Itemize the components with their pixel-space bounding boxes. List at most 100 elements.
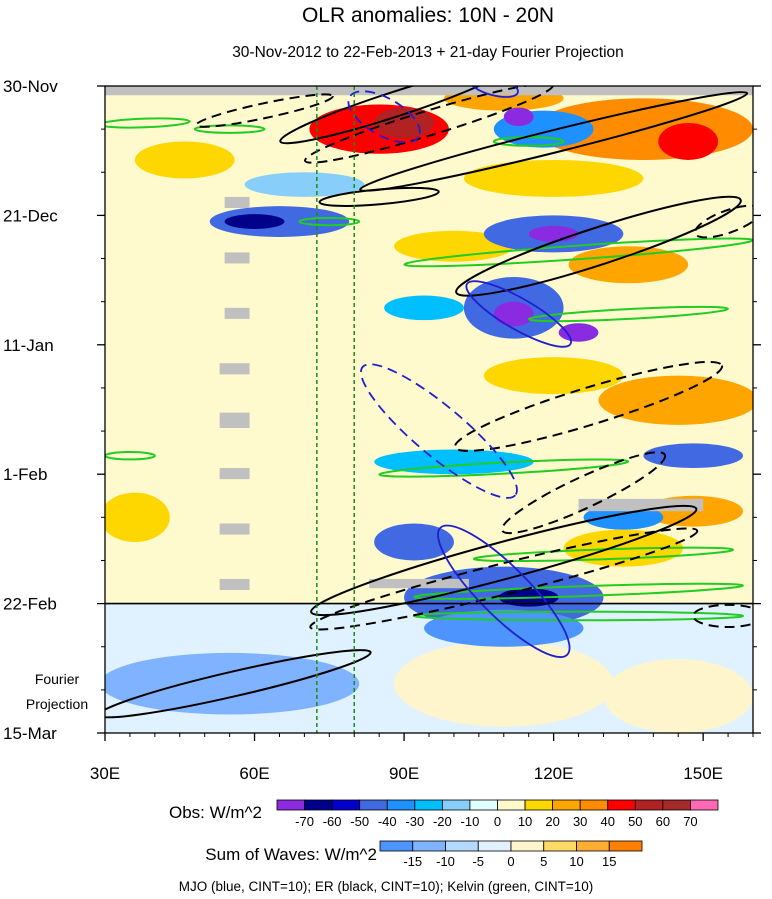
mjo-contour-3: [360, 363, 518, 499]
obs-anomaly-patch-6: [134, 141, 235, 179]
er-contour-10: [105, 649, 372, 719]
obs-anomaly-patch-34: [424, 609, 584, 647]
obs-colorbar-level-label-3: -40: [378, 814, 397, 829]
kelvin-contour-3: [298, 216, 361, 227]
mjo-contour-0: [347, 90, 421, 144]
obs-colorbar-box-5: [414, 799, 443, 811]
er-contour-2: [195, 93, 334, 128]
obs-colorbar-level-label-12: 50: [628, 814, 642, 829]
er-contour-3: [359, 91, 749, 192]
waves-colorbar-box-2: [445, 840, 479, 852]
obs-colorbar-label: Obs: W/m^2: [169, 803, 262, 822]
waves-colorbar-level-label-4: 5: [540, 854, 547, 869]
obs-colorbar-box-1: [304, 799, 333, 811]
obs-colorbar-level-label-9: 20: [545, 814, 559, 829]
missing-data-block-7: [219, 523, 250, 535]
er-contour-6: [453, 360, 724, 452]
obs-colorbar-box-3: [359, 799, 388, 811]
obs-anomaly-patch-18: [244, 172, 365, 197]
obs-colorbar-box-12: [607, 799, 636, 811]
missing-data-block-2: [224, 252, 250, 264]
x-tick-label-3: 120E: [534, 764, 574, 783]
obs-anomaly-patch-24: [493, 301, 534, 327]
y-tick-label-1: 21-Dec: [3, 206, 58, 225]
obs-colorbar-box-14: [662, 799, 691, 811]
obs-colorbar-box-8: [497, 799, 526, 811]
obs-colorbar-box-9: [524, 799, 554, 811]
chart-title: OLR anomalies: 10N - 20N: [302, 4, 554, 27]
obs-colorbar-level-label-2: -50: [350, 814, 369, 829]
obs-anomaly-patch-22: [528, 225, 579, 242]
kelvin-contour-1: [193, 124, 266, 134]
obs-colorbar: -70 -60 -50 -40 -30 -20 -10 0 10 20 30 40 50 60 70: [276, 799, 719, 829]
er-contour-4: [318, 186, 440, 207]
obs-anomaly-patch-5: [463, 159, 644, 197]
waves-colorbar-box-4: [510, 840, 545, 852]
obs-colorbar-box-6: [441, 799, 471, 811]
y-tick-label-5: 15-Mar: [3, 724, 57, 743]
waves-colorbar-box-3: [477, 840, 512, 852]
kelvin-contour-6: [105, 451, 156, 461]
obs-colorbar-box-0: [276, 799, 305, 811]
obs-anomaly-patch-15: [603, 659, 753, 733]
er-contour-12: [692, 603, 753, 629]
missing-data-block-5: [219, 412, 250, 428]
obs-anomaly-patch-9: [598, 375, 753, 425]
er-contour-1: [304, 86, 554, 164]
projection-label-line2: Projection: [26, 696, 88, 712]
projection-label-line1: Fourier: [35, 671, 80, 687]
er-contour-8: [310, 504, 698, 617]
x-axis: 30E 60E 90E 120E 150E: [90, 733, 754, 783]
er-contour-7: [500, 451, 667, 535]
er-contour-9: [309, 527, 699, 631]
y-tick-label-2: 11-Jan: [3, 336, 54, 355]
obs-anomaly-patch-11: [105, 492, 170, 542]
obs-anomaly-patch-17: [503, 107, 534, 127]
obs-anomaly-patch-20: [224, 214, 285, 229]
plot-area: [105, 86, 753, 733]
missing-data-block-4: [219, 363, 250, 375]
kelvin-contour-8: [472, 546, 734, 562]
obs-colorbar-box-15: [690, 799, 719, 811]
contour-legend-note: MJO (blue, CINT=10); ER (black, CINT=10)…: [179, 879, 594, 894]
obs-colorbar-level-label-13: 60: [656, 814, 670, 829]
obs-colorbar-level-label-4: -30: [405, 814, 424, 829]
chart-subtitle: 30-Nov-2012 to 22-Feb-2013 + 21-day Four…: [232, 44, 624, 61]
obs-colorbar-box-7: [469, 799, 498, 811]
waves-colorbar-box-5: [543, 840, 577, 852]
obs-anomaly-patch-28: [643, 443, 744, 469]
obs-anomaly-patch-10: [483, 357, 624, 395]
obs-colorbar-level-label-5: -20: [433, 814, 452, 829]
x-tick-label-1: 60E: [239, 764, 269, 783]
waves-colorbar-level-label-5: 10: [569, 854, 583, 869]
obs-colorbar-level-label-10: 30: [573, 814, 587, 829]
er-contour-0: [279, 86, 509, 145]
missing-data-block-1: [224, 196, 250, 209]
waves-colorbar-level-label-0: -15: [403, 854, 422, 869]
waves-colorbar-level-label-2: -5: [472, 854, 484, 869]
x-tick-label-0: 30E: [90, 764, 120, 783]
mjo-contour-2: [465, 280, 572, 348]
missing-data-block-6: [219, 468, 250, 480]
obs-colorbar-box-13: [634, 799, 664, 811]
waves-colorbar-box-6: [576, 840, 610, 852]
obs-colorbar-level-label-7: 0: [494, 814, 501, 829]
obs-colorbar-level-label-0: -70: [295, 814, 314, 829]
waves-colorbar-box-7: [608, 840, 643, 852]
kelvin-contour-9: [413, 582, 744, 600]
obs-anomaly-patch-29: [374, 523, 454, 561]
y-axis: 30-Nov 21-Dec 11-Jan 1-Feb 22-Feb 15-Mar: [3, 77, 761, 743]
obs-colorbar-level-label-1: -60: [323, 814, 342, 829]
y-tick-label-4: 22-Feb: [3, 595, 57, 614]
missing-data-block-0: [105, 86, 753, 96]
missing-data-block-9: [578, 498, 704, 512]
obs-colorbar-box-4: [386, 799, 416, 811]
obs-colorbar-box-10: [552, 799, 581, 811]
missing-data-block-10: [369, 578, 469, 589]
waves-colorbar: -15 -10 -5 0 5 10 15: [379, 840, 643, 869]
obs-anomaly-patch-33: [105, 652, 360, 715]
obs-colorbar-level-label-8: 10: [518, 814, 532, 829]
missing-data-block-8: [219, 578, 250, 591]
obs-colorbar-level-label-6: -10: [461, 814, 480, 829]
